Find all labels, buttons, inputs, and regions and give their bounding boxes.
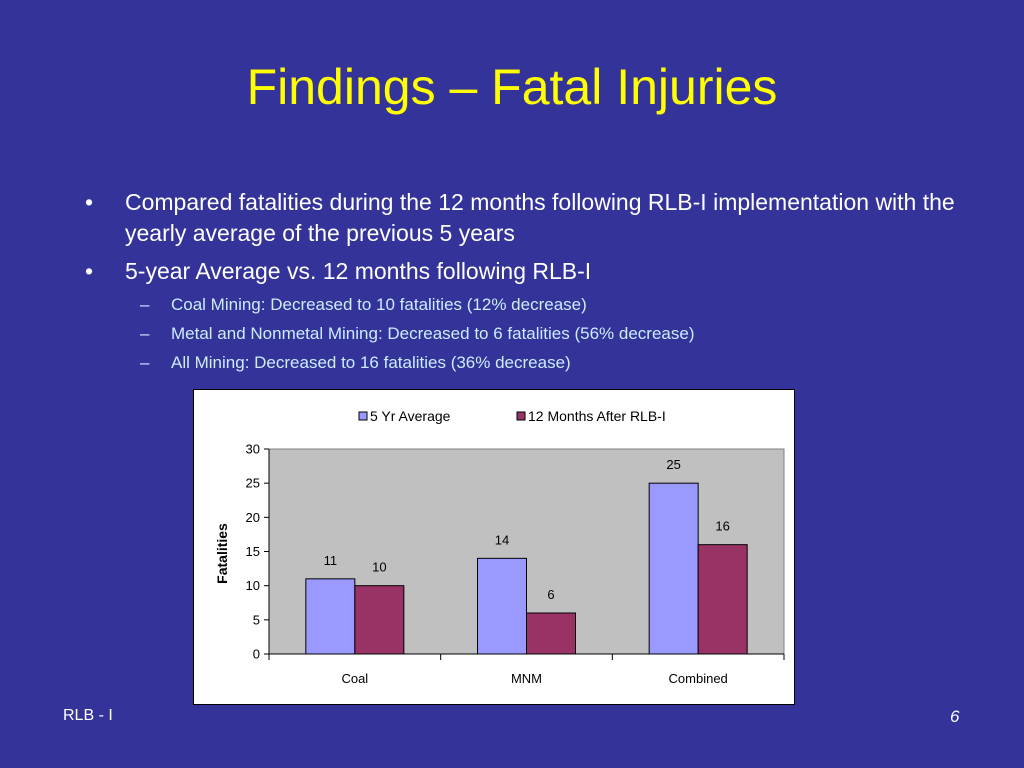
x-category-label: Combined [669,671,728,686]
x-category-label: Coal [341,671,368,686]
y-tick-label: 0 [253,647,260,662]
bullet-item: • Compared fatalities during the 12 mont… [85,187,985,249]
sub-bullet-item: – Metal and Nonmetal Mining: Decreased t… [85,323,985,345]
bar-data-label: 25 [666,457,680,472]
sub-bullet-text: Metal and Nonmetal Mining: Decreased to … [171,324,695,343]
bullet-list: • Compared fatalities during the 12 mont… [85,187,985,381]
y-tick-label: 15 [246,544,260,559]
bullet-mark: • [85,189,94,215]
y-tick-label: 30 [246,442,260,457]
sub-bullet-dash: – [140,353,150,372]
chart-container: 0 5 10 15 20 25 30 Coal 11 10 MNM 14 6 Combined 25 16 Fa… [193,389,795,705]
bar [305,578,356,655]
y-tick-label: 20 [246,510,260,525]
bar [354,585,405,655]
x-category-label: MNM [511,671,542,686]
bar-data-label: 10 [372,560,386,575]
bullet-text: 5-year Average vs. 12 months following R… [125,258,592,284]
bullet-text: Compared fatalities during the 12 months… [125,189,955,246]
bar [697,544,748,655]
legend-swatch [358,411,368,421]
legend-label: 5 Yr Average [370,408,451,424]
bar [477,557,527,655]
bar [648,482,699,655]
y-tick-label: 10 [246,578,260,593]
sub-bullet-text: Coal Mining: Decreased to 10 fatalities … [171,295,587,314]
y-axis-label: Fatalities [214,523,230,584]
bar-data-label: 11 [324,553,338,568]
bullet-mark: • [85,258,94,284]
bullet-item: • 5-year Average vs. 12 months following… [85,256,985,287]
sub-bullet-dash: – [140,324,150,343]
legend-label: 12 Months After RLB-I [528,408,666,424]
y-tick-label: 5 [253,612,260,627]
page-number: 6 [950,707,960,726]
slide-title: Findings – Fatal Injuries [246,59,778,115]
sub-bullet-item: – Coal Mining: Decreased to 10 fatalitie… [85,294,985,316]
bar-chart: 0 5 10 15 20 25 30 Coal 11 10 MNM 14 6 Combined 25 16 Fa… [214,408,785,686]
bar-data-label: 6 [547,587,554,602]
bar-data-label: 16 [715,519,729,534]
sub-bullet-dash: – [140,295,150,314]
bar-data-label: 14 [495,532,509,547]
y-tick-label: 25 [246,476,260,491]
bar [526,612,576,655]
footer-label: RLB - I [63,707,113,724]
sub-bullet-text: All Mining: Decreased to 16 fatalities (… [171,353,571,372]
sub-bullet-item: – All Mining: Decreased to 16 fatalities… [85,352,985,374]
legend-swatch [516,411,526,421]
